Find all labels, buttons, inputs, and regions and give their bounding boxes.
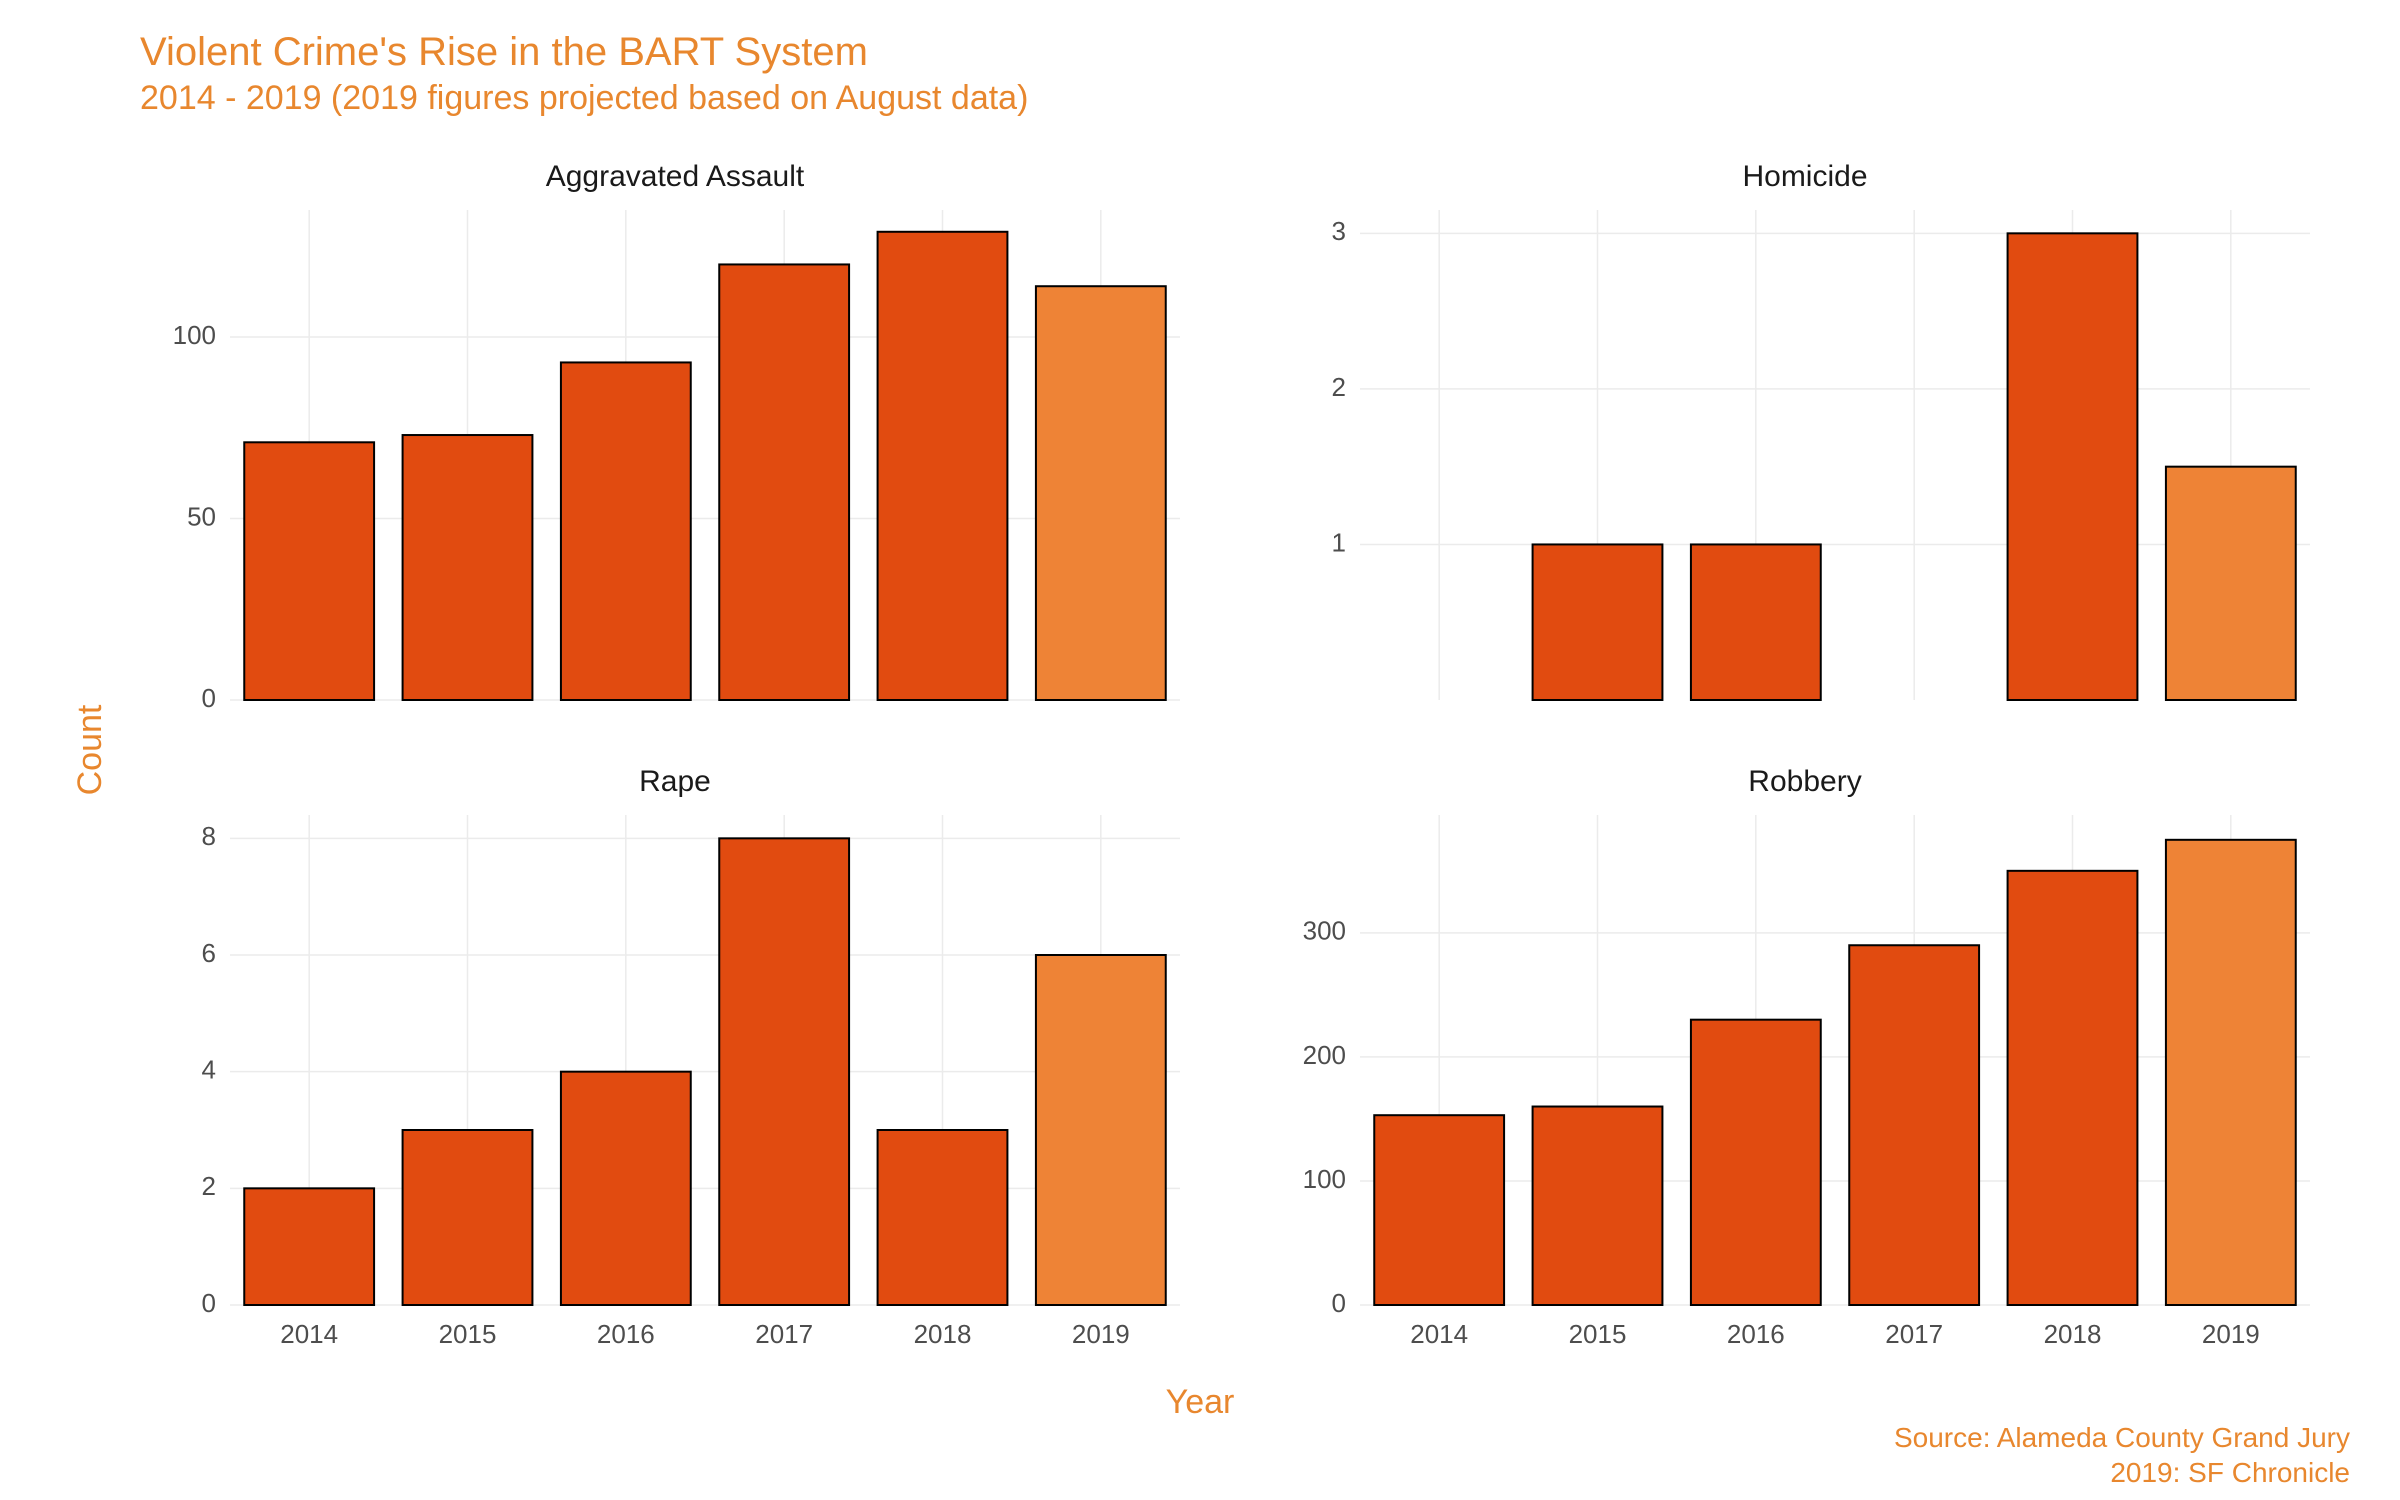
bar: [1374, 1115, 1504, 1305]
panel-title: Robbery: [1270, 765, 2340, 799]
y-tick-label: 2: [202, 1171, 216, 1201]
y-axis-title: Count: [71, 705, 110, 796]
x-tick-label: 2016: [1727, 1319, 1785, 1349]
x-tick-label: 2017: [1885, 1319, 1943, 1349]
x-tick-label: 2016: [597, 1319, 655, 1349]
caption-line: 2019: SF Chronicle: [1894, 1455, 2350, 1490]
chart-caption: Source: Alameda County Grand Jury 2019: …: [1894, 1420, 2350, 1490]
bar: [561, 362, 691, 700]
bar: [1691, 1020, 1821, 1305]
bar: [1533, 1107, 1663, 1305]
y-tick-label: 0: [1332, 1288, 1346, 1318]
x-tick-label: 2018: [914, 1319, 972, 1349]
chart-title: Violent Crime's Rise in the BART System: [140, 30, 2360, 75]
plot-area: 0 50 100: [140, 200, 1210, 735]
panel-title: Aggravated Assault: [140, 160, 1210, 194]
plot-area: 0 100 200 300 2014 2015 2016 2017 2018 2019: [1270, 805, 2340, 1360]
bar: [1036, 955, 1166, 1305]
bar-chart-svg: 1 2 3: [1270, 200, 2330, 720]
y-tick-label: 300: [1303, 916, 1346, 946]
panel-homicide: Homicide 1 2 3: [1270, 160, 2340, 735]
y-tick-label: 200: [1303, 1040, 1346, 1070]
x-tick-label: 2014: [280, 1319, 338, 1349]
x-tick-label: 2019: [1072, 1319, 1130, 1349]
bar-chart-svg: 0 50 100: [140, 200, 1200, 720]
panel-rape: Rape 0 2 4 6 8 2014 2015 2016 2017 2018 2019: [140, 765, 1210, 1360]
bar-chart-svg: 0 100 200 300 2014 2015 2016 2017 2018 2019: [1270, 805, 2330, 1360]
chart-container: Violent Crime's Rise in the BART System …: [0, 0, 2400, 1500]
x-tick-label: 2017: [755, 1319, 813, 1349]
y-tick-label: 0: [202, 683, 216, 713]
bar: [244, 1188, 374, 1305]
y-tick-label: 1: [1332, 527, 1346, 557]
chart-subtitle: 2014 - 2019 (2019 figures projected base…: [140, 79, 2360, 118]
y-tick-label: 100: [173, 320, 216, 350]
plot-area: 1 2 3: [1270, 200, 2340, 735]
x-tick-label: 2014: [1410, 1319, 1468, 1349]
bar: [2008, 871, 2138, 1305]
panel-title: Rape: [140, 765, 1210, 799]
panel-title: Homicide: [1270, 160, 2340, 194]
x-axis-title: Year: [1166, 1383, 1235, 1422]
y-tick-label: 100: [1303, 1164, 1346, 1194]
bar: [244, 442, 374, 700]
bar: [1036, 286, 1166, 700]
panel-aggravated-assault: Aggravated Assault 0 50 100: [140, 160, 1210, 735]
y-tick-label: 2: [1332, 372, 1346, 402]
x-tick-label: 2015: [1569, 1319, 1627, 1349]
bar: [1849, 945, 1979, 1305]
y-tick-label: 8: [202, 821, 216, 851]
y-tick-label: 0: [202, 1288, 216, 1318]
bar: [1691, 544, 1821, 700]
bar: [719, 264, 849, 700]
bar: [719, 838, 849, 1305]
y-tick-label: 3: [1332, 216, 1346, 246]
panel-robbery: Robbery 0 100 200 300 2014 2015 2016 2017 2018 20…: [1270, 765, 2340, 1360]
bar: [403, 435, 533, 700]
bar: [2008, 233, 2138, 700]
facet-grid: Aggravated Assault 0 50 100 Homicide 1 2 3 R…: [140, 160, 2340, 1360]
bar: [2166, 467, 2296, 700]
x-tick-label: 2018: [2044, 1319, 2102, 1349]
x-tick-label: 2015: [439, 1319, 497, 1349]
y-tick-label: 4: [202, 1055, 216, 1085]
bar: [1533, 544, 1663, 700]
y-tick-label: 6: [202, 938, 216, 968]
bar-chart-svg: 0 2 4 6 8 2014 2015 2016 2017 2018 2019: [140, 805, 1200, 1360]
bar: [878, 1130, 1008, 1305]
caption-line: Source: Alameda County Grand Jury: [1894, 1420, 2350, 1455]
bar: [2166, 840, 2296, 1305]
y-tick-label: 50: [187, 501, 216, 531]
plot-area: 0 2 4 6 8 2014 2015 2016 2017 2018 2019: [140, 805, 1210, 1360]
x-tick-label: 2019: [2202, 1319, 2260, 1349]
bar: [561, 1072, 691, 1305]
bar: [878, 232, 1008, 700]
bar: [403, 1130, 533, 1305]
